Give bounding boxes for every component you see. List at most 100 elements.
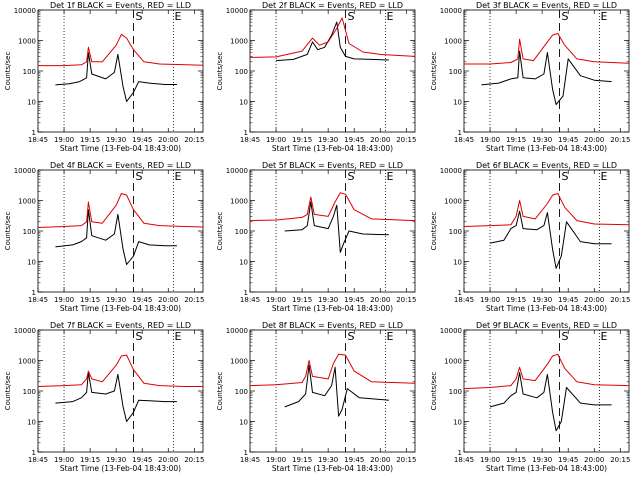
x-tick-label: 20:00	[370, 456, 390, 464]
series-events-black	[489, 210, 612, 269]
x-axis-label: Start Time (13-Feb-04 18:43:00)	[486, 464, 607, 473]
x-tick-label: 19:00	[54, 296, 74, 304]
y-tick-label: 10	[239, 259, 248, 267]
x-tick-label: 19:15	[506, 296, 526, 304]
x-tick-label: 19:45	[344, 296, 364, 304]
panel-det-7f: Det 7f BLACK = Events, RED = LLD 1 10 100 10…	[4, 321, 204, 473]
y-tick-label: 1	[32, 129, 36, 137]
x-tick-label: 19:00	[54, 456, 74, 464]
y-tick-label: 1000	[444, 358, 462, 366]
x-tick-label: 20:00	[370, 136, 390, 144]
y-axis-label: Counts/sec	[216, 372, 224, 411]
y-tick-label: 100	[23, 68, 36, 76]
y-tick-label: 10000	[226, 167, 248, 175]
y-tick-label: 10	[453, 259, 462, 267]
y-tick-label: 10000	[14, 327, 36, 335]
x-tick-label: 19:30	[532, 296, 552, 304]
marker-s: S	[348, 10, 355, 23]
x-tick-label: 19:45	[558, 456, 578, 464]
y-tick-label: 1	[244, 129, 248, 137]
series-events-black	[55, 372, 177, 422]
x-tick-label: 19:30	[106, 456, 126, 464]
x-tick-label: 19:00	[480, 456, 500, 464]
marker-e: E	[175, 330, 182, 343]
x-tick-label: 19:00	[54, 136, 74, 144]
x-tick-label: 20:15	[396, 136, 416, 144]
x-axis-label: Start Time (13-Feb-04 18:43:00)	[60, 304, 181, 313]
y-tick-label: 1000	[18, 198, 36, 206]
y-tick-label: 10000	[14, 167, 36, 175]
x-tick-label: 18:45	[454, 136, 474, 144]
marker-s: S	[136, 330, 143, 343]
x-tick-label: 20:15	[184, 136, 204, 144]
y-tick-label: 1000	[18, 38, 36, 46]
series-events-black	[489, 372, 612, 432]
y-tick-label: 10	[453, 419, 462, 427]
series-lld-red	[463, 193, 630, 227]
panel-det-9f: Det 9f BLACK = Events, RED = LLD 1 10 100 10…	[430, 321, 630, 473]
y-tick-label: 100	[235, 228, 248, 236]
x-axis-label: Start Time (13-Feb-04 18:43:00)	[272, 464, 393, 473]
y-tick-label: 10000	[440, 7, 462, 15]
y-axis-label: Counts/sec	[4, 52, 12, 91]
x-tick-label: 19:45	[132, 136, 152, 144]
panel-title: Det 3f BLACK = Events, RED = LLD	[476, 1, 617, 10]
x-tick-label: 18:45	[28, 456, 48, 464]
y-tick-label: 100	[449, 388, 462, 396]
panel-det-4f: Det 4f BLACK = Events, RED = LLD 1 10 100 10…	[4, 161, 204, 313]
y-tick-label: 1	[32, 449, 36, 457]
marker-s: S	[562, 10, 569, 23]
panel-title: Det 7f BLACK = Events, RED = LLD	[50, 321, 191, 330]
y-tick-label: 100	[23, 228, 36, 236]
x-tick-label: 19:30	[106, 296, 126, 304]
x-tick-label: 20:15	[396, 296, 416, 304]
panel-det-8f: Det 8f BLACK = Events, RED = LLD 1 10 100 10…	[216, 321, 416, 473]
x-tick-label: 20:15	[610, 136, 630, 144]
marker-e: E	[601, 10, 608, 23]
y-tick-label: 1000	[230, 198, 248, 206]
series-lld-red	[37, 354, 203, 387]
x-tick-label: 19:45	[344, 136, 364, 144]
panel-det-1f: Det 1f BLACK = Events, RED = LLD 1 10 100 10…	[4, 1, 204, 153]
x-tick-label: 19:30	[532, 136, 552, 144]
x-tick-label: 19:15	[292, 456, 312, 464]
x-tick-label: 19:00	[266, 456, 286, 464]
y-tick-label: 10000	[440, 327, 462, 335]
y-tick-label: 100	[23, 388, 36, 396]
series-lld-red	[249, 192, 416, 222]
panel-title: Det 1f BLACK = Events, RED = LLD	[50, 1, 191, 10]
series-lld-red	[249, 353, 416, 387]
x-tick-label: 20:15	[184, 456, 204, 464]
x-tick-label: 20:00	[158, 296, 178, 304]
x-axis-label: Start Time (13-Feb-04 18:43:00)	[486, 304, 607, 313]
panel-title: Det 2f BLACK = Events, RED = LLD	[262, 1, 403, 10]
y-tick-label: 100	[449, 228, 462, 236]
panel-det-6f: Det 6f BLACK = Events, RED = LLD 1 10 100 10…	[430, 161, 630, 313]
y-axis-label: Counts/sec	[216, 52, 224, 91]
y-axis-label: Counts/sec	[430, 212, 438, 251]
x-tick-label: 20:00	[584, 456, 604, 464]
y-tick-label: 10	[27, 259, 36, 267]
plot-frame	[249, 329, 416, 453]
x-tick-label: 18:45	[28, 136, 48, 144]
marker-e: E	[601, 170, 608, 183]
plot-frame	[249, 169, 416, 293]
panel-det-5f: Det 5f BLACK = Events, RED = LLD 1 10 100 10…	[216, 161, 416, 313]
series-events-black	[55, 209, 177, 265]
y-tick-label: 100	[235, 388, 248, 396]
x-tick-label: 20:15	[396, 456, 416, 464]
y-tick-label: 10	[27, 419, 36, 427]
marker-s: S	[348, 330, 355, 343]
y-tick-label: 10000	[14, 7, 36, 15]
panel-title: Det 8f BLACK = Events, RED = LLD	[262, 321, 403, 330]
y-tick-label: 1000	[230, 38, 248, 46]
x-tick-label: 18:45	[240, 456, 260, 464]
marker-e: E	[387, 170, 394, 183]
y-tick-label: 1	[458, 129, 462, 137]
x-tick-label: 20:00	[158, 456, 178, 464]
y-tick-label: 10000	[226, 327, 248, 335]
x-axis-label: Start Time (13-Feb-04 18:43:00)	[272, 304, 393, 313]
x-tick-label: 18:45	[454, 296, 474, 304]
series-lld-red	[37, 193, 204, 228]
